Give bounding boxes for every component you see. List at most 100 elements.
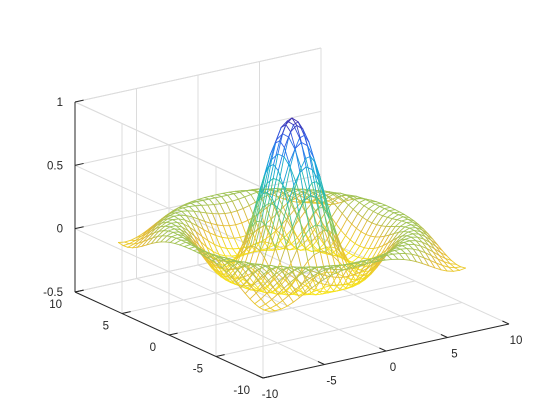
mesh-segment (240, 287, 246, 295)
mesh-segment (404, 238, 411, 242)
mesh-segment (324, 276, 331, 286)
mesh-segment (245, 245, 251, 250)
mesh-segment (368, 259, 374, 263)
mesh-segment (336, 269, 344, 274)
mesh-segment (333, 192, 341, 195)
mesh-segment (285, 226, 293, 246)
mesh-segment (281, 293, 289, 296)
mesh-segment (345, 223, 353, 237)
mesh-segment (213, 203, 221, 206)
mesh-segment (438, 254, 446, 259)
mesh-segment (163, 226, 171, 232)
mesh-segment (202, 254, 209, 259)
mesh-segment (415, 240, 422, 247)
x-tick-label: 10 (510, 335, 523, 347)
mesh-segment (349, 263, 356, 267)
mesh-segment (346, 255, 354, 261)
mesh-segment (146, 243, 152, 246)
mesh-segment (354, 264, 362, 267)
box-edge-top-back (74, 47, 322, 103)
mesh-segment (258, 280, 266, 289)
mesh-segment (280, 234, 288, 242)
mesh-segment (228, 277, 236, 285)
mesh-segment (272, 286, 279, 295)
mesh-segment (324, 195, 330, 220)
mesh-segment (310, 155, 318, 183)
z-tick-mark (74, 226, 84, 230)
mesh-segment (317, 267, 323, 274)
mesh-segment (357, 247, 365, 258)
mesh-segment (425, 252, 433, 257)
mesh-segment (216, 192, 224, 196)
mesh-segment (244, 261, 251, 264)
mesh-segment (231, 200, 238, 212)
mesh-segment (275, 229, 283, 237)
mesh-segment (181, 210, 187, 217)
mesh-segment (294, 137, 301, 150)
mesh-segment (203, 250, 210, 254)
mesh-segment (390, 237, 398, 247)
mesh-segment (426, 248, 434, 253)
mesh-segment (266, 159, 273, 184)
mesh-segment (198, 218, 204, 230)
mesh-segment (260, 241, 266, 251)
mesh-segment (233, 191, 241, 195)
mesh-segment (429, 259, 436, 269)
mesh-segment (396, 216, 404, 221)
mesh-segment (218, 256, 224, 261)
mesh-segment (411, 253, 417, 263)
mesh-segment (374, 202, 382, 205)
mesh-segment (353, 245, 361, 256)
y-tick-label: 10 (49, 299, 62, 311)
mesh-segment (368, 208, 374, 212)
mesh-segment (233, 236, 241, 239)
mesh-segment (300, 141, 308, 147)
mesh-segment (435, 262, 443, 266)
mesh-segment (313, 251, 321, 256)
mesh-segment (431, 255, 437, 264)
mesh-segment (305, 166, 312, 197)
mesh-segment (372, 205, 380, 212)
mesh-segment (250, 264, 258, 271)
mesh-segment (270, 229, 277, 245)
mesh-segment (291, 117, 299, 123)
mesh-segment (369, 201, 376, 205)
x-tick-mark (256, 374, 264, 379)
mesh-segment (171, 234, 179, 238)
mesh-segment (438, 254, 445, 263)
mesh-segment (302, 269, 310, 274)
mesh-segment (304, 247, 312, 252)
mesh-segment (168, 212, 177, 217)
mesh-segment (175, 210, 183, 214)
mesh-segment (279, 140, 285, 149)
mesh-segment (381, 252, 389, 256)
mesh-segment (312, 275, 319, 284)
mesh-segment (261, 182, 268, 208)
mesh-segment (204, 220, 212, 224)
mesh-segment (287, 230, 294, 243)
mesh-segment (169, 242, 176, 244)
mesh-segment (415, 240, 423, 243)
mesh-segment (274, 180, 280, 206)
mesh-segment (224, 212, 232, 214)
mesh-segment (217, 266, 225, 277)
mesh-segment (218, 253, 226, 257)
mesh-segment (312, 278, 318, 291)
mesh-segment (235, 281, 242, 289)
mesh-segment (417, 236, 425, 240)
mesh-segment (288, 162, 295, 186)
mesh-segment (293, 289, 301, 294)
mesh-segment (331, 267, 337, 274)
mesh-segment (265, 225, 272, 236)
mesh-segment (182, 207, 189, 212)
mesh-segment (216, 263, 223, 269)
mesh-segment (235, 244, 243, 261)
mesh-segment (280, 305, 288, 310)
mesh-segment (400, 248, 406, 254)
mesh-segment (440, 252, 448, 257)
mesh-segment (413, 230, 421, 232)
mesh-segment (219, 202, 227, 205)
mesh-segment (350, 279, 357, 287)
mesh-segment (388, 210, 395, 214)
mesh-segment (248, 201, 256, 206)
